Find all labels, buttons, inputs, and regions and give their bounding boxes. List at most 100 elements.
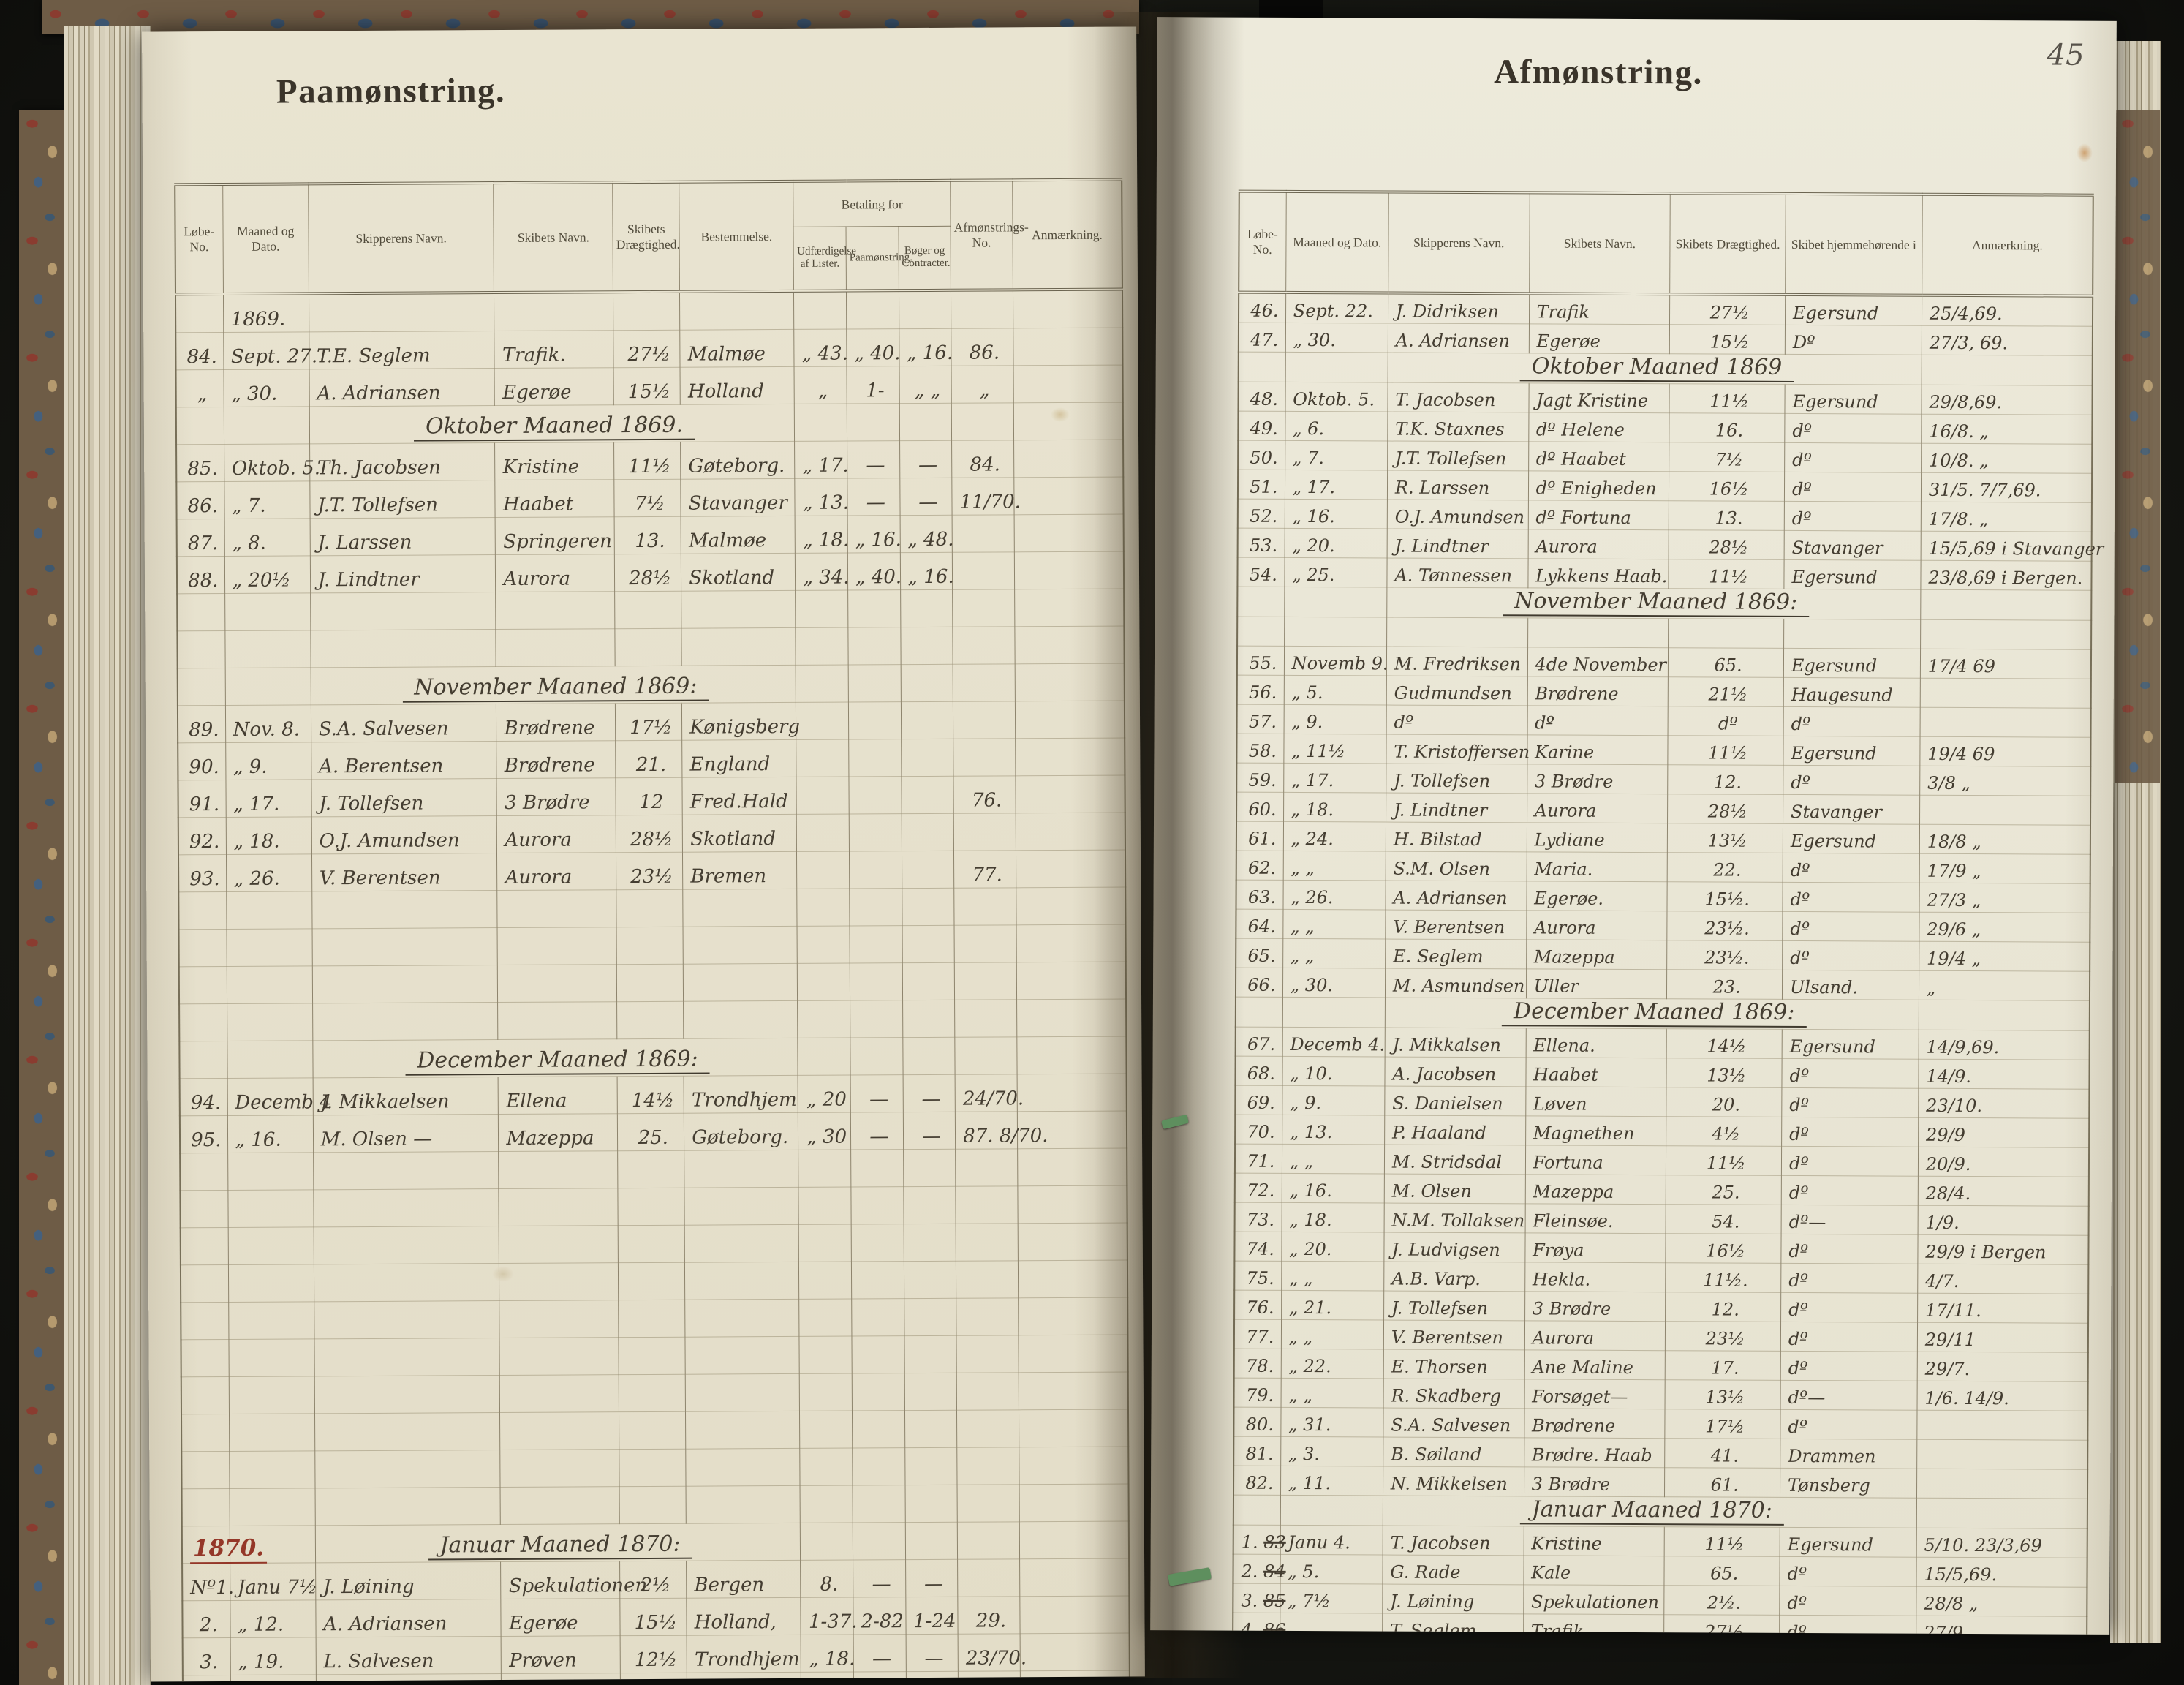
cell-home: dº [1784,442,1922,473]
cell-home: dº [1780,1263,1918,1294]
cell-ship: Brødrene [1527,676,1669,706]
cell-remark: 4/7. [1917,1264,2089,1294]
cell-blank [616,964,684,1002]
cell-blank [178,929,227,967]
ledger-row: 86. „ 7. J.T. Tollefsen Haabet 7½ Stavanger „ … [176,477,1124,519]
cell-blank [679,290,795,331]
cell-afm_no [952,551,1015,590]
column-header-destination: Bestemmelse. [679,181,794,292]
cell-blank [951,402,1014,441]
cell-skipper: T.E. Seglem [309,331,495,369]
ledger-row: „ „ 30. A. Adriansen Egerøe 15½ Holland „ 1- „ „… [175,365,1123,407]
cell-pay_monstring: „ 40. [847,552,902,591]
cell-blank [1783,619,1921,649]
cell-blank [956,1297,1019,1336]
cell-home: Egersund [1783,823,1920,854]
ledger-row: 67. Decemb 4. J. Mikkalsen Ellena. 14½ Egersu… [1235,1027,2090,1060]
cell-date: „ 8. [224,518,311,557]
cell-blank [902,962,955,1000]
cell-blank [1386,617,1528,647]
cell-no: 54. [1237,557,1285,587]
blank-row [180,1223,1127,1265]
cell-margin [1233,1495,1281,1526]
cell-date: „ „ [1282,851,1386,881]
cell-destination: Malmøe [680,329,795,368]
cell-blank [227,1226,314,1265]
cell-afm_no: 77. [953,850,1016,889]
cell-skipper: J. Tollefsen [311,778,497,817]
marbled-cover-edge-left [19,110,66,1685]
month-header-row: November Maaned 1869: [1237,587,2092,621]
ledger-row: 57. „ 9. dº dº dº dº [1236,704,2091,738]
cell-date: „ 17. [1283,763,1386,794]
cell-date: Oktob. 5. [224,443,320,482]
blank-row [178,962,1127,1004]
cell-blank [954,1036,1017,1075]
cell-home: Egersund [1782,1029,1919,1060]
cell-tonnage: dº [1668,706,1784,736]
cell-skipper: J. Løining [1382,1584,1524,1614]
cell-tonnage: 11½ [1669,383,1786,414]
cell-blank [619,1486,687,1524]
cell-remark [1015,701,1125,739]
cell-tonnage: 12 [616,777,683,815]
month-header-row: 1870. Januar Maaned 1870: [181,1521,1130,1564]
cell-blank [956,1223,1019,1262]
cell-blank [1017,1148,1127,1186]
cell-tonnage: 13½ [1666,1058,1783,1088]
cell-home: Egersund [1783,648,1921,679]
cell-blank [851,1298,904,1337]
ledger-row: 58. „ 11½ T. Kristoffersen Karine 11½ Egersun… [1236,734,2091,767]
cell-blank [685,1411,801,1450]
cell-skipper: A. Berentsen [311,741,497,780]
cell-destination: Stavanger [681,478,796,517]
cell-blank [904,1373,957,1411]
cell-blank [224,592,311,631]
column-header-afm_no: Afmønstrings-No. [950,180,1029,290]
cell-destination: Skotland [682,814,797,853]
cell-skipper: T.K. Staxnes [1387,412,1529,442]
cell-date: „ 30. [1282,968,1386,998]
cell-tonnage: 7½ [1669,442,1785,472]
cell-date: „ 26. [1282,880,1386,911]
cell-ship: Brødrene [496,703,616,742]
cell-blank [1018,1297,1128,1335]
cell-ship: Aurora [496,852,616,891]
cell-skipper: V. Berentsen [1385,910,1527,940]
cell-blank [229,1413,315,1452]
cell-home: dº [1784,472,1922,502]
cell-ship: Karine [1527,734,1669,765]
cell-no: 87. [176,519,224,557]
cell-blank [314,1263,500,1302]
cell-pay_contracts: „ 48, [905,1671,959,1682]
cell-blank [224,630,311,668]
cell-remark: 17/4 69 [1920,649,2092,679]
cell-blank [229,1450,315,1489]
cell-skipper: J. Larssen [309,517,496,556]
cell-margin [179,1041,227,1079]
cell-date: „ „ [1281,1319,1384,1350]
cell-blank [617,1150,685,1188]
cell-blank [684,1262,800,1300]
cell-blank [619,1411,687,1450]
cell-destination: Holland [680,366,795,405]
cell-no: 3. 85 [1233,1583,1286,1613]
cell-blank [1019,1484,1129,1522]
cell-remark: 31/5. 7/7,69. [1921,472,2093,503]
cell-blank [228,1301,314,1340]
cell-no: 73. [1234,1202,1282,1232]
cell-blank [177,593,225,631]
cell-destination: Gøteborg. [680,441,796,480]
cell-remark [1919,795,2091,826]
cell-no: 64. [1236,909,1283,939]
cell-pay_monstring [848,701,902,740]
cell-blank [1916,1498,2087,1529]
cell-skipper: H. Bilstad [1386,822,1527,852]
cell-blank [1018,1335,1128,1373]
cell-home: dº [1780,1322,1918,1352]
cell-destination: Bremen [682,851,798,890]
month-header-row: December Maaned 1869: [179,1036,1127,1079]
cell-no: 53. [1237,528,1285,558]
cell-pay_monstring [849,851,902,889]
cell-blank [685,1373,800,1412]
